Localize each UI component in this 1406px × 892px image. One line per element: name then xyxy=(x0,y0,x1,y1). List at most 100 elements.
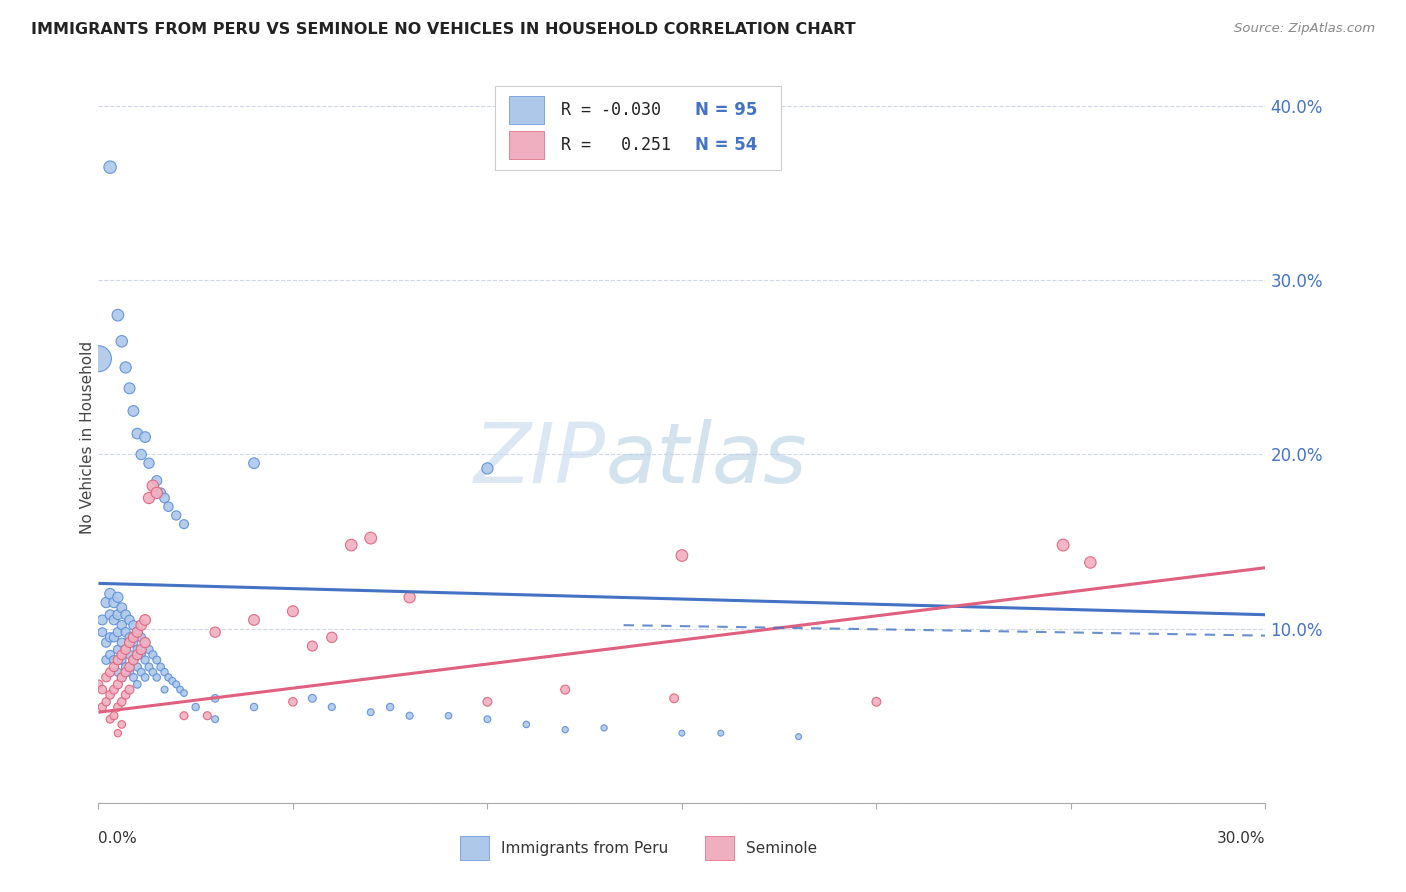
Text: Immigrants from Peru: Immigrants from Peru xyxy=(501,840,668,855)
Point xyxy=(107,308,129,322)
Point xyxy=(173,517,195,532)
Point xyxy=(671,726,693,740)
Point xyxy=(122,670,145,684)
Point xyxy=(118,631,141,645)
Point xyxy=(134,613,156,627)
Point xyxy=(398,708,420,723)
Point xyxy=(107,700,129,714)
Point xyxy=(107,625,129,640)
Point xyxy=(118,613,141,627)
Point xyxy=(360,531,382,545)
Point xyxy=(138,456,160,470)
Point xyxy=(107,665,129,680)
Point xyxy=(111,648,134,662)
Point xyxy=(114,607,136,622)
Point xyxy=(321,700,343,714)
Point xyxy=(103,682,125,697)
Point xyxy=(114,642,136,657)
Point xyxy=(281,695,304,709)
Point xyxy=(118,665,141,680)
Point xyxy=(127,625,149,640)
Point xyxy=(114,688,136,702)
Point xyxy=(111,670,134,684)
Point xyxy=(111,618,134,632)
Point xyxy=(243,613,266,627)
Bar xyxy=(509,131,544,159)
Point xyxy=(122,618,145,632)
Point xyxy=(138,660,160,674)
Point xyxy=(127,648,149,662)
Point xyxy=(107,607,129,622)
Point xyxy=(122,631,145,645)
Point xyxy=(107,591,129,605)
Text: 30.0%: 30.0% xyxy=(1218,830,1265,846)
Point xyxy=(129,631,152,645)
Point xyxy=(98,648,121,662)
Point xyxy=(111,717,134,731)
Point xyxy=(153,682,176,697)
Point xyxy=(146,670,169,684)
Point xyxy=(1080,556,1102,570)
Point xyxy=(96,595,118,609)
Y-axis label: No Vehicles in Household: No Vehicles in Household xyxy=(80,341,94,533)
Point xyxy=(134,635,156,649)
Point xyxy=(122,653,145,667)
Point xyxy=(149,485,172,500)
Text: 0.0%: 0.0% xyxy=(98,830,138,846)
Point xyxy=(134,653,156,667)
Point xyxy=(173,708,195,723)
Point xyxy=(111,653,134,667)
Point xyxy=(340,538,363,552)
Point xyxy=(103,631,125,645)
Point xyxy=(515,717,537,731)
Point xyxy=(127,642,149,657)
Point xyxy=(91,700,114,714)
Text: ZIP: ZIP xyxy=(474,418,606,500)
Point xyxy=(593,721,616,735)
Point xyxy=(114,660,136,674)
Point xyxy=(103,613,125,627)
Text: N = 54: N = 54 xyxy=(695,136,756,154)
Point xyxy=(129,665,152,680)
Point xyxy=(157,500,180,514)
Point xyxy=(134,430,156,444)
Point xyxy=(787,730,810,744)
Bar xyxy=(460,837,489,860)
Point xyxy=(111,670,134,684)
Text: R = -0.030: R = -0.030 xyxy=(561,101,661,120)
Text: Seminole: Seminole xyxy=(747,840,817,855)
Point xyxy=(360,705,382,719)
Point xyxy=(118,635,141,649)
FancyBboxPatch shape xyxy=(495,86,782,170)
Point xyxy=(1052,538,1074,552)
Point xyxy=(96,635,118,649)
Point xyxy=(111,600,134,615)
Point xyxy=(103,595,125,609)
Point xyxy=(204,712,226,726)
Text: R =   0.251: R = 0.251 xyxy=(561,136,671,154)
Point xyxy=(114,665,136,680)
Point xyxy=(103,708,125,723)
Point xyxy=(142,665,165,680)
Point xyxy=(134,635,156,649)
Point xyxy=(710,726,733,740)
Point xyxy=(146,485,169,500)
Point xyxy=(138,491,160,505)
Point xyxy=(184,700,207,714)
Point xyxy=(98,688,121,702)
Point xyxy=(98,587,121,601)
Point xyxy=(380,700,402,714)
Text: atlas: atlas xyxy=(606,418,807,500)
Point xyxy=(195,708,218,723)
Point xyxy=(157,670,180,684)
Point xyxy=(173,686,195,700)
Point xyxy=(129,448,152,462)
Point xyxy=(118,682,141,697)
Point xyxy=(122,635,145,649)
Point xyxy=(98,160,121,174)
Point xyxy=(91,613,114,627)
Point xyxy=(142,648,165,662)
Point xyxy=(477,461,499,475)
Point xyxy=(127,677,149,691)
Point xyxy=(169,682,191,697)
